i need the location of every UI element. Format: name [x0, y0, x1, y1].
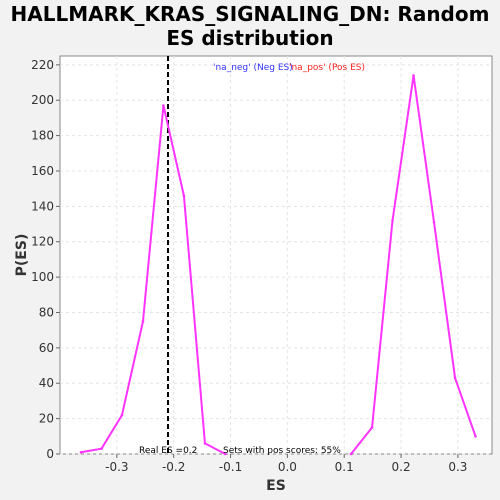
series-line-1 — [80, 104, 226, 455]
plot-area — [59, 55, 493, 455]
data-point — [162, 104, 165, 107]
y-axis-title: P(ES) — [14, 234, 30, 277]
axes: 0 20 40 60 80 100 120 140 160 180 200 220 -0.3 -0.2 -0… — [31, 58, 467, 474]
data-point — [79, 450, 83, 454]
real-es-label: Real ES =0.2 — [139, 446, 197, 456]
y-tick-label: 120 — [31, 235, 54, 249]
data-point — [224, 452, 227, 456]
y-tick-label: 220 — [31, 58, 54, 72]
data-point — [182, 194, 186, 198]
x-tick-label: 0.3 — [448, 460, 467, 474]
data-point — [141, 320, 145, 323]
data-point — [432, 220, 436, 224]
y-tick-label: 80 — [39, 305, 54, 319]
grid-lines — [60, 56, 492, 455]
y-tick-label: 100 — [31, 270, 54, 284]
y-tick-label: 160 — [31, 164, 54, 178]
legend: 'na_neg' (Neg ES) 'na_pos' (Pos ES) — [213, 63, 365, 73]
y-tick-label: 20 — [39, 412, 54, 426]
series-layer — [79, 74, 477, 456]
data-point — [474, 435, 477, 438]
y-tick-label: 180 — [31, 129, 54, 143]
x-tick-label: 0.0 — [278, 460, 297, 474]
data-point — [349, 452, 353, 456]
legend-entry-neg: 'na_neg' (Neg ES) — [213, 63, 293, 73]
x-tick-label: -0.1 — [219, 460, 242, 474]
x-axis-title: ES — [266, 478, 286, 494]
data-point — [391, 219, 394, 222]
y-tick-label: 140 — [31, 199, 54, 213]
x-tick-label: -0.2 — [162, 460, 185, 474]
data-point — [120, 413, 124, 417]
data-point — [412, 74, 415, 77]
y-tick-label: 200 — [31, 93, 54, 107]
data-point — [100, 447, 103, 450]
data-point — [453, 376, 457, 380]
x-tick-label: 0.2 — [392, 460, 411, 474]
x-tick-label: -0.3 — [105, 460, 128, 474]
x-tick-label: 0.1 — [335, 460, 354, 474]
y-tick-label: 40 — [39, 376, 54, 390]
pos-scores-label: Sets with pos scores: 55% — [223, 446, 341, 456]
chart-title: HALLMARK_KRAS_SIGNALING_DN: Random ES di… — [10, 2, 490, 50]
y-tick-label: 0 — [46, 447, 54, 461]
legend-entry-pos: 'na_pos' (Pos ES) — [289, 63, 365, 73]
data-point — [203, 442, 207, 445]
y-tick-label: 60 — [39, 341, 54, 355]
data-point — [370, 426, 374, 429]
